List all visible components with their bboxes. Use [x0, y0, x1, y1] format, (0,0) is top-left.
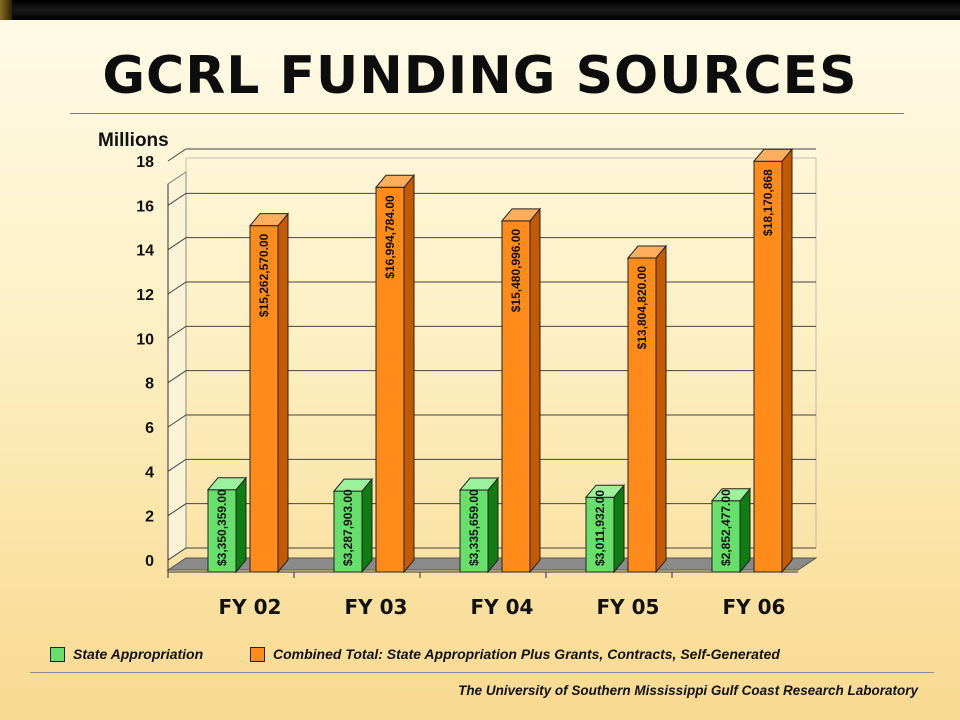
y-tick-label: 12 — [136, 287, 154, 304]
combined-bar — [627, 257, 657, 573]
title-divider — [70, 113, 904, 114]
legend-swatch-state — [50, 646, 65, 662]
bar-value-label: $3,287,903.00 — [341, 489, 355, 566]
x-category-label: FY 04 — [471, 595, 534, 619]
bar-value-label: $15,480,996.00 — [509, 229, 523, 313]
x-category-label: FY 05 — [597, 595, 660, 619]
state-bar — [711, 500, 741, 573]
legend-item-combined: Combined Total: State Appropriation Plus… — [250, 645, 780, 663]
combined-bar-top — [752, 148, 794, 162]
combined-bar — [375, 186, 405, 573]
y-tick-label: 14 — [136, 243, 154, 260]
state-bar-side — [487, 476, 499, 574]
legend-item-state: State Appropriation — [50, 645, 203, 663]
state-bar — [459, 489, 489, 573]
combined-bar-side — [403, 173, 415, 574]
footer-divider — [30, 672, 934, 673]
state-bar-top — [710, 488, 752, 502]
state-bar-side — [235, 476, 247, 574]
state-bar-top — [332, 478, 374, 492]
state-bar-top — [584, 484, 626, 498]
chart-left-wall — [167, 171, 187, 561]
combined-bar-side — [529, 207, 541, 574]
y-tick-label: 18 — [136, 154, 154, 171]
combined-bar — [753, 160, 783, 573]
gridline — [167, 192, 816, 206]
footer-text: The University of Southern Mississippi G… — [458, 683, 918, 698]
combined-bar-side — [655, 244, 667, 574]
y-tick-label: 8 — [145, 376, 154, 393]
x-category-label: FY 03 — [345, 595, 408, 619]
state-bar — [207, 489, 237, 573]
y-axis-label: Millions — [98, 130, 169, 151]
combined-bar-side — [781, 147, 793, 574]
combined-bar-top — [626, 245, 668, 259]
combined-bar-top — [500, 208, 542, 222]
bar-value-label: $2,852,477.00 — [719, 489, 733, 566]
combined-bar — [249, 225, 279, 573]
top-bar — [0, 0, 960, 20]
gridline — [167, 414, 816, 428]
gridline — [167, 281, 816, 295]
legend-label-combined: Combined Total: State Appropriation Plus… — [273, 646, 780, 662]
page-title: GCRL FUNDING SOURCES — [102, 46, 858, 106]
legend-swatch-combined — [250, 646, 265, 662]
gridline — [167, 325, 816, 339]
y-tick-label: 2 — [145, 509, 154, 526]
y-tick-label: 16 — [136, 198, 154, 215]
state-bar — [585, 496, 615, 573]
state-bar-side — [361, 477, 373, 574]
combined-bar-top — [374, 174, 416, 188]
bar-value-label: $3,335,659.00 — [467, 489, 481, 566]
x-category-label: FY 06 — [723, 595, 786, 619]
bar-value-label: $15,262,570.00 — [257, 233, 271, 317]
bar-value-label: $3,350,359.00 — [215, 489, 229, 566]
bar-value-label: $16,994,784.00 — [383, 195, 397, 279]
state-bar-side — [613, 483, 625, 574]
state-bar-side — [739, 487, 751, 574]
gridline — [167, 370, 816, 384]
state-bar-top — [206, 477, 248, 491]
state-bar — [333, 490, 363, 573]
gridline — [167, 458, 816, 472]
x-category-label: FY 02 — [219, 595, 282, 619]
y-tick-label: 0 — [145, 553, 154, 570]
bar-value-label: $13,804,820.00 — [635, 266, 649, 350]
state-bar-top — [458, 477, 500, 491]
legend-label-state: State Appropriation — [73, 646, 204, 662]
gridline — [167, 237, 816, 251]
combined-bar-top — [248, 213, 290, 227]
gridline — [167, 148, 816, 162]
y-tick-label: 10 — [136, 331, 154, 348]
bar-value-label: $3,011,932.00 — [593, 490, 607, 566]
combined-bar-side — [277, 212, 289, 574]
bar-value-label: $18,170,868 — [761, 169, 775, 236]
top-bar-accent — [0, 0, 12, 20]
y-tick-label: 4 — [145, 464, 154, 481]
y-tick-label: 6 — [145, 420, 154, 437]
